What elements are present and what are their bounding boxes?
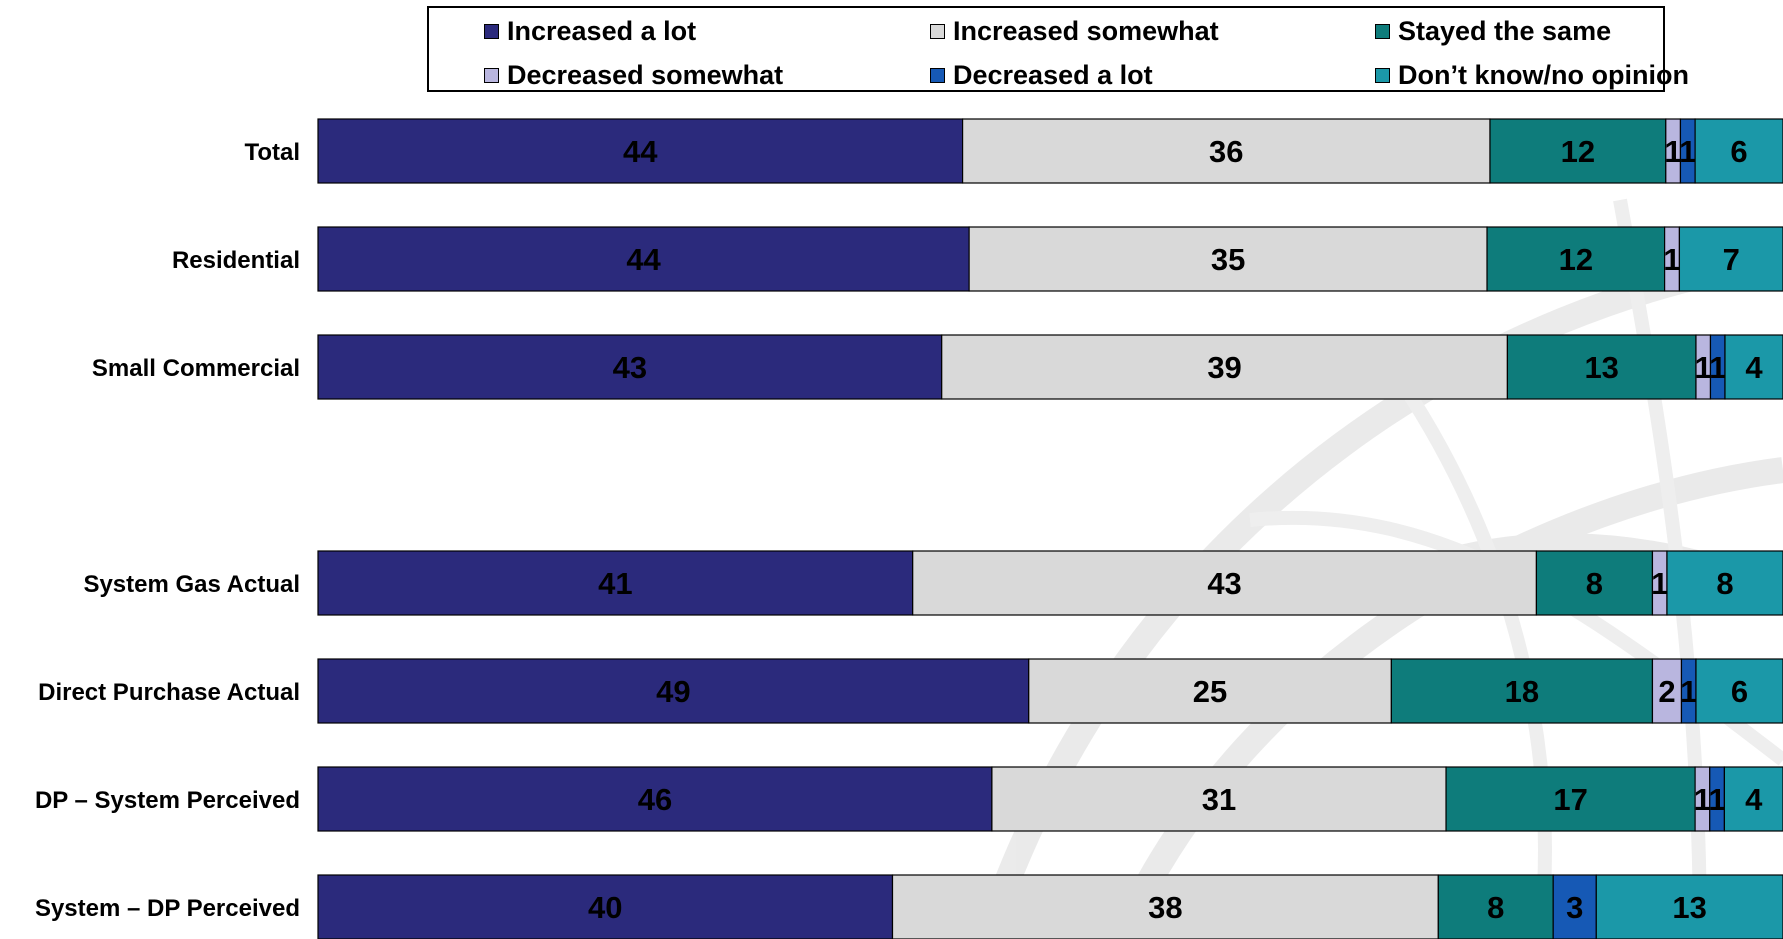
data-label: 17	[1553, 782, 1587, 817]
data-label: 1	[1708, 782, 1725, 817]
data-label: 7	[1723, 242, 1740, 277]
data-label: 25	[1193, 674, 1227, 709]
bar-segment-increased-somewhat	[941, 334, 1509, 400]
bar-segment-don-t-know-no-opinion	[1666, 550, 1783, 616]
legend-label: Increased somewhat	[953, 16, 1219, 46]
data-label: 13	[1584, 350, 1618, 385]
legend-item-decreased-somewhat: Decreased somewhat	[484, 60, 783, 91]
data-label: 43	[613, 350, 647, 385]
data-label: 1	[1680, 674, 1697, 709]
data-label: 46	[638, 782, 672, 817]
data-label: 40	[588, 890, 622, 925]
data-label: 1	[1665, 134, 1682, 169]
bar-segment-increased-somewhat	[961, 118, 1491, 184]
legend-label: Decreased a lot	[953, 60, 1153, 90]
bar-segment-don-t-know-no-opinion	[1723, 766, 1783, 832]
category-label-small-commercial: Small Commercial	[92, 355, 300, 382]
bar-segment-don-t-know-no-opinion	[1678, 226, 1783, 292]
legend-swatch-decreased-a-lot	[930, 68, 945, 83]
legend-swatch-dont-know	[1375, 68, 1390, 83]
data-label: 8	[1586, 566, 1603, 601]
legend-label: Don’t know/no opinion	[1398, 60, 1689, 90]
data-label: 12	[1561, 134, 1595, 169]
data-label: 1	[1651, 566, 1668, 601]
data-label: 18	[1505, 674, 1539, 709]
category-label-dp-system-perceived: DP – System Perceived	[35, 787, 300, 814]
bar-segment-stayed-the-same	[1390, 658, 1654, 724]
data-label: 1	[1694, 782, 1711, 817]
bar-segment-increased-somewhat	[968, 226, 1488, 292]
bar-segment-increased-a-lot	[317, 118, 964, 184]
bar-segment-stayed-the-same	[1506, 334, 1697, 400]
legend-label: Increased a lot	[507, 16, 697, 46]
data-label: 36	[1209, 134, 1243, 169]
legend-swatch-decreased-somewhat	[484, 68, 499, 83]
bar-segment-increased-somewhat	[991, 766, 1447, 832]
legend-label: Stayed the same	[1398, 16, 1612, 46]
bar-segment-increased-somewhat	[891, 874, 1439, 939]
data-label: 6	[1730, 134, 1747, 169]
category-label-total: Total	[244, 139, 300, 166]
data-label: 8	[1487, 890, 1504, 925]
data-label: 2	[1658, 674, 1675, 709]
category-label-residential: Residential	[172, 247, 300, 274]
data-label: 41	[598, 566, 632, 601]
legend-item-increased-somewhat: Increased somewhat	[930, 16, 1219, 47]
data-label: 4	[1745, 782, 1763, 817]
legend-item-stayed-the-same: Stayed the same	[1375, 16, 1611, 47]
legend-item-dont-know: Don’t know/no opinion	[1375, 60, 1689, 91]
bar-segment-stayed-the-same	[1445, 766, 1696, 832]
legend-label: Decreased somewhat	[507, 60, 784, 90]
data-label: 38	[1148, 890, 1182, 925]
bar-segment-increased-a-lot	[317, 766, 993, 832]
legend-swatch-stayed-the-same	[1375, 24, 1390, 39]
bar-segment-don-t-know-no-opinion	[1724, 334, 1783, 400]
bar-segment-increased-somewhat	[1028, 658, 1392, 724]
bar-segment-don-t-know-no-opinion	[1695, 658, 1783, 724]
bar-segment-don-t-know-no-opinion	[1694, 118, 1783, 184]
data-label: 3	[1566, 890, 1583, 925]
category-label-direct-purchase-actual: Direct Purchase Actual	[38, 679, 300, 706]
data-label: 12	[1559, 242, 1593, 277]
bar-segment-stayed-the-same	[1535, 550, 1654, 616]
chart-legend: Increased a lot Increased somewhat Staye…	[427, 6, 1689, 92]
data-label: 44	[626, 242, 661, 277]
bar-segment-increased-a-lot	[317, 226, 970, 292]
data-label: 39	[1207, 350, 1241, 385]
category-label-system-gas-actual: System Gas Actual	[83, 571, 300, 598]
data-label: 1	[1709, 350, 1726, 385]
data-label: 8	[1716, 566, 1733, 601]
bar-segment-decreased-a-lot	[1552, 874, 1597, 939]
legend-item-increased-a-lot: Increased a lot	[484, 16, 696, 47]
data-label: 6	[1731, 674, 1748, 709]
data-label: 44	[623, 134, 658, 169]
data-label: 35	[1211, 242, 1245, 277]
data-label: 43	[1207, 566, 1241, 601]
bar-segment-increased-a-lot	[317, 874, 894, 939]
category-label-system-dp-perceived: System – DP Perceived	[35, 895, 300, 922]
bar-segment-stayed-the-same	[1489, 118, 1667, 184]
data-label: 1	[1695, 350, 1712, 385]
data-label: 1	[1663, 242, 1680, 277]
legend-swatch-increased-somewhat	[930, 24, 945, 39]
data-label: 13	[1672, 890, 1706, 925]
data-label: 1	[1679, 134, 1696, 169]
bar-segment-increased-somewhat	[912, 550, 1538, 616]
data-label: 31	[1202, 782, 1236, 817]
legend-item-decreased-a-lot: Decreased a lot	[930, 60, 1153, 91]
bar-segment-stayed-the-same	[1437, 874, 1554, 939]
legend-swatch-increased-a-lot	[484, 24, 499, 39]
bar-segment-increased-a-lot	[317, 658, 1030, 724]
data-label: 4	[1745, 350, 1763, 385]
data-label: 49	[656, 674, 690, 709]
